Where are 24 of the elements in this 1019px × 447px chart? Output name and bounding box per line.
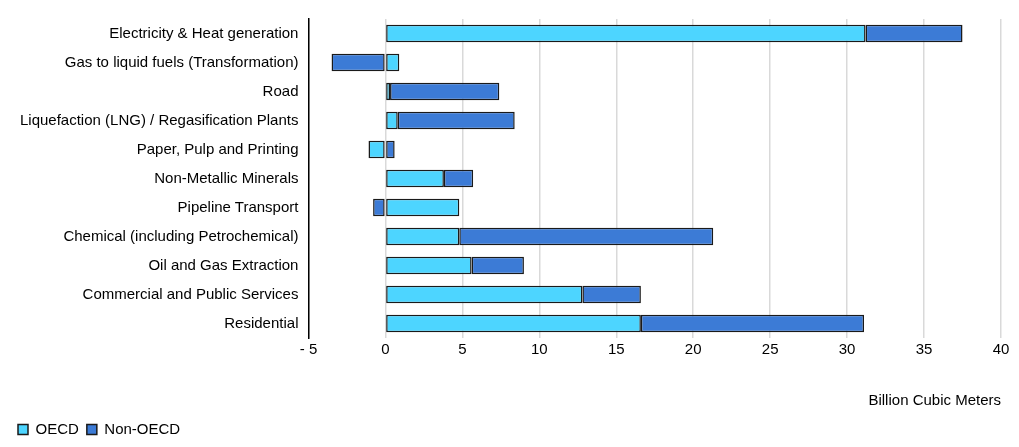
x-axis-title: Billion Cubic Meters — [868, 391, 1001, 409]
y-tick-label: Liquefaction (LNG) / Regasification Plants — [19, 110, 299, 128]
y-tick-label: Road — [262, 81, 299, 99]
y-tick-label: Chemical (including Petrochemical) — [63, 226, 299, 244]
x-tick-label: 30 — [838, 340, 856, 358]
y-tick-label: Oil and Gas Extraction — [148, 255, 299, 273]
x-tick-label: 20 — [684, 340, 702, 358]
y-tick-label: Pipeline Transport — [177, 197, 300, 215]
x-tick-label: 15 — [607, 340, 625, 358]
x-tick-label: 0 — [381, 340, 390, 358]
y-tick-label: Electricity & Heat generation — [109, 23, 299, 41]
x-tick-label: 25 — [761, 340, 779, 358]
y-tick-label: Non-Metallic Minerals — [154, 168, 299, 186]
y-tick-label: Commercial and Public Services — [82, 284, 299, 302]
x-tick-label: - 5 — [299, 340, 318, 358]
x-tick-label: 5 — [458, 340, 467, 358]
legend-label: Non-OECD — [104, 419, 181, 437]
y-tick-label: Paper, Pulp and Printing — [136, 139, 299, 157]
y-tick-label: Residential — [224, 313, 299, 331]
x-tick-label: 40 — [992, 340, 1010, 358]
x-tick-label: 10 — [530, 340, 548, 358]
y-tick-label: Gas to liquid fuels (Transformation) — [64, 52, 299, 70]
legend-label: OECD — [35, 419, 79, 437]
x-tick-label: 35 — [915, 340, 933, 358]
